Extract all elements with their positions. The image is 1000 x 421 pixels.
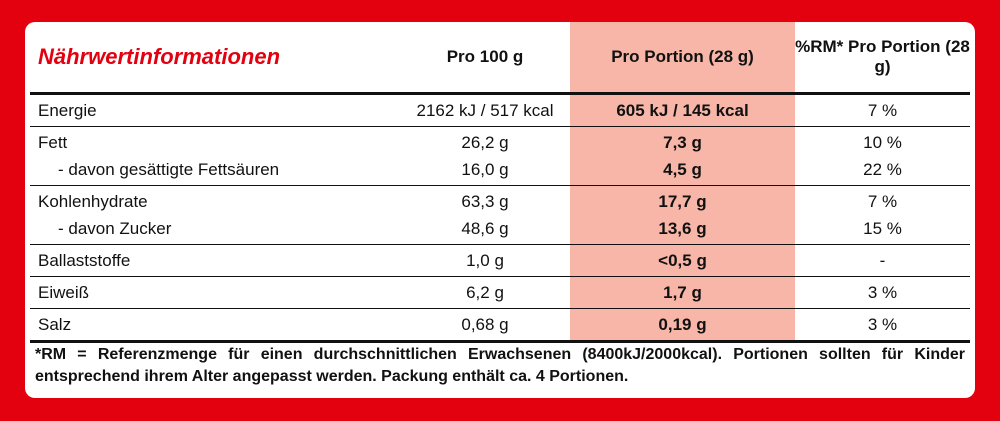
- row-label: Kohlenhydrate: [38, 192, 148, 211]
- table-cell: 0,68 g: [400, 308, 570, 343]
- table-body: Energie 2162 kJ / 517 kcal 605 kJ / 145 kc…: [30, 93, 970, 343]
- rm-percent: 3 %: [867, 315, 898, 334]
- nutrient-row: Fett - davon gesättigte Fettsäuren 26,2 g 1…: [30, 126, 970, 186]
- table-cell: 17,7 g 13,6 g: [570, 185, 795, 245]
- table-cell: 6,2 g: [400, 276, 570, 309]
- per-portion-value: 13,6 g: [658, 219, 707, 238]
- per-100g-value: 63,3 g: [461, 192, 509, 211]
- table-cell: Energie: [30, 93, 400, 127]
- table-cell: 1,7 g: [570, 276, 795, 309]
- table-cell: 0,19 g: [570, 308, 795, 343]
- table-cell: 605 kJ / 145 kcal: [570, 93, 795, 127]
- header-row: Nährwertinformationen Pro 100 g Pro Port…: [30, 22, 970, 95]
- rm-percent: -: [879, 251, 886, 270]
- footnote: *RM = Referenzmenge für einen durchschni…: [35, 346, 965, 385]
- table-cell: 3 %: [795, 308, 970, 343]
- table-cell: Fett - davon gesättigte Fettsäuren: [30, 126, 400, 186]
- per-portion-value: 0,19 g: [658, 315, 707, 334]
- row-label: Eiweiß: [38, 283, 90, 302]
- table-cell: 2162 kJ / 517 kcal: [400, 93, 570, 127]
- per-100g-value: 16,0 g: [461, 160, 509, 179]
- nutrition-panel: Nährwertinformationen Pro 100 g Pro Port…: [25, 22, 975, 398]
- table-cell: Ballaststoffe: [30, 244, 400, 277]
- per-100g-value: 26,2 g: [461, 133, 509, 152]
- row-label: Salz: [38, 315, 72, 334]
- table-cell: 1,0 g: [400, 244, 570, 277]
- table-cell: 7 % 15 %: [795, 185, 970, 245]
- per-portion-value: 7,3 g: [663, 133, 702, 152]
- table-cell: -: [795, 244, 970, 277]
- per-100g-value: 6,2 g: [466, 283, 504, 302]
- rm-percent: 15 %: [863, 219, 902, 238]
- rm-percent: 10 %: [863, 133, 902, 152]
- row-label: - davon Zucker: [58, 219, 172, 238]
- nutrient-row: Eiweiß 6,2 g 1,7 g 3 %: [30, 276, 970, 309]
- per-portion-value: 1,7 g: [663, 283, 702, 302]
- per-portion-value: 4,5 g: [663, 160, 702, 179]
- table-cell: 10 % 22 %: [795, 126, 970, 186]
- row-label: - davon gesättigte Fettsäuren: [58, 160, 280, 179]
- table-cell: 3 %: [795, 276, 970, 309]
- rm-percent: 7 %: [867, 101, 898, 120]
- nutrient-row: Kohlenhydrate - davon Zucker 63,3 g 48,6 g 1…: [30, 185, 970, 245]
- column-header: Pro Portion (28 g): [570, 22, 795, 95]
- per-portion-value: <0,5 g: [658, 251, 707, 270]
- column-header: %RM* Pro Portion (28 g): [795, 22, 970, 95]
- nutrient-row: Energie 2162 kJ / 517 kcal 605 kJ / 145 kc…: [30, 93, 970, 127]
- row-label: Fett: [38, 133, 68, 152]
- nutrient-row: Salz 0,68 g 0,19 g 3 %: [30, 308, 970, 343]
- table-cell: 63,3 g 48,6 g: [400, 185, 570, 245]
- table-cell: 26,2 g 16,0 g: [400, 126, 570, 186]
- table-cell: 7 %: [795, 93, 970, 127]
- rm-percent: 22 %: [863, 160, 902, 179]
- table-cell: Kohlenhydrate - davon Zucker: [30, 185, 400, 245]
- table-cell: Eiweiß: [30, 276, 400, 309]
- per-100g-value: 48,6 g: [461, 219, 509, 238]
- rm-percent: 7 %: [867, 192, 898, 211]
- column-header: Pro 100 g: [400, 22, 570, 95]
- per-portion-value: 605 kJ / 145 kcal: [616, 101, 749, 120]
- nutrient-row: Ballaststoffe 1,0 g <0,5 g -: [30, 244, 970, 277]
- row-label: Ballaststoffe: [38, 251, 131, 270]
- table-cell: 7,3 g 4,5 g: [570, 126, 795, 186]
- per-100g-value: 0,68 g: [461, 315, 509, 334]
- table-title: Nährwertinformationen: [30, 22, 400, 95]
- per-100g-value: 1,0 g: [466, 251, 504, 270]
- row-label: Energie: [38, 101, 97, 120]
- nutrition-table: Nährwertinformationen Pro 100 g Pro Port…: [30, 22, 970, 343]
- per-portion-value: 17,7 g: [658, 192, 707, 211]
- table-cell: Salz: [30, 308, 400, 343]
- table-cell: <0,5 g: [570, 244, 795, 277]
- per-100g-value: 2162 kJ / 517 kcal: [416, 101, 554, 120]
- rm-percent: 3 %: [867, 283, 898, 302]
